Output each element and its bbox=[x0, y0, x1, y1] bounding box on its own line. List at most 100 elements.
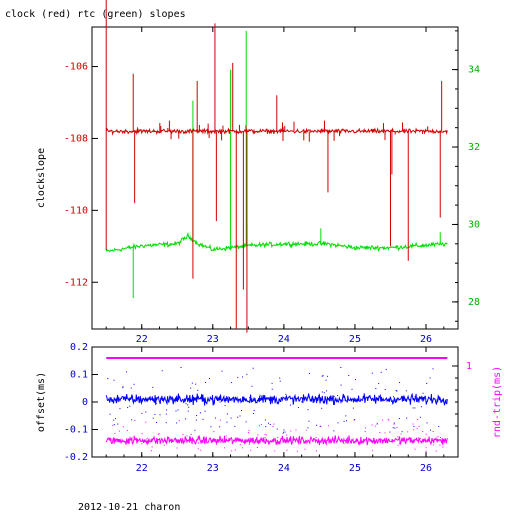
offset-outlier bbox=[190, 387, 192, 389]
roundtrip-outlier bbox=[343, 443, 345, 445]
roundtrip-outlier bbox=[282, 433, 284, 435]
offset-outlier bbox=[196, 415, 198, 417]
roundtrip-outlier bbox=[256, 446, 258, 448]
top-right-tick-label: 34 bbox=[468, 65, 480, 76]
offset-outlier bbox=[239, 415, 241, 417]
offset-outlier bbox=[152, 386, 154, 388]
roundtrip-outlier bbox=[432, 444, 434, 446]
offset-outlier bbox=[259, 394, 261, 396]
offset-outlier bbox=[420, 406, 422, 408]
offset-outlier bbox=[117, 423, 119, 425]
offset-outlier bbox=[237, 416, 239, 418]
offset-outlier bbox=[426, 422, 428, 424]
offset-outlier bbox=[314, 398, 316, 400]
roundtrip-outlier bbox=[286, 449, 288, 451]
offset-outlier bbox=[398, 418, 400, 420]
roundtrip-outlier bbox=[374, 442, 376, 444]
offset-outlier bbox=[279, 380, 281, 382]
offset-outlier bbox=[152, 417, 154, 419]
roundtrip-outlier bbox=[122, 426, 124, 428]
offset-outlier bbox=[154, 413, 156, 415]
roundtrip-outlier bbox=[242, 447, 244, 449]
offset-outlier bbox=[221, 370, 223, 372]
top-left-tick-label: -110 bbox=[64, 205, 88, 216]
roundtrip-outlier bbox=[146, 437, 148, 439]
roundtrip-outlier bbox=[400, 433, 402, 435]
roundtrip-outlier bbox=[420, 437, 422, 439]
bottom-left-tick-label: 0.2 bbox=[70, 342, 88, 353]
roundtrip-outlier bbox=[287, 441, 289, 443]
offset-outlier bbox=[113, 379, 115, 381]
offset-outlier bbox=[133, 383, 135, 385]
offset-outlier bbox=[127, 407, 129, 409]
roundtrip-outlier bbox=[414, 448, 416, 450]
roundtrip-outlier bbox=[260, 423, 262, 425]
offset-outlier bbox=[252, 412, 254, 414]
roundtrip-outlier bbox=[372, 438, 374, 440]
offset-outlier bbox=[406, 417, 408, 419]
roundtrip-outlier bbox=[274, 450, 276, 452]
offset-outlier bbox=[376, 423, 378, 425]
bottom-x-tick-label: 26 bbox=[420, 463, 432, 474]
offset-outlier bbox=[429, 377, 431, 379]
top-x-tick-label: 25 bbox=[349, 334, 361, 345]
top-left-tick-label: -112 bbox=[64, 277, 88, 288]
bottom-x-tick-label: 23 bbox=[207, 463, 219, 474]
offset-outlier bbox=[237, 377, 239, 379]
top-x-tick-label: 22 bbox=[136, 334, 148, 345]
footer-label: 2012-10-21 charon bbox=[78, 502, 180, 512]
offset-outlier bbox=[413, 425, 415, 427]
offset-outlier bbox=[204, 410, 206, 412]
roundtrip-outlier bbox=[290, 430, 292, 432]
roundtrip-outlier bbox=[200, 449, 202, 451]
roundtrip-outlier bbox=[393, 423, 395, 425]
offset-outlier bbox=[419, 416, 421, 418]
offset-outlier bbox=[340, 367, 342, 369]
roundtrip-outlier bbox=[316, 450, 318, 452]
offset-outlier bbox=[176, 422, 178, 424]
offset-outlier bbox=[430, 429, 432, 431]
offset-outlier bbox=[197, 389, 199, 391]
roundtrip-outlier bbox=[145, 421, 147, 423]
roundtrip-outlier bbox=[220, 441, 222, 443]
offset-outlier bbox=[186, 395, 188, 397]
roundtrip-outlier bbox=[387, 418, 389, 420]
roundtrip-outlier bbox=[364, 430, 366, 432]
offset-outlier bbox=[185, 403, 187, 405]
offset-outlier bbox=[323, 392, 325, 394]
offset-outlier bbox=[337, 422, 339, 424]
offset-outlier bbox=[316, 424, 318, 426]
offset-outlier bbox=[289, 404, 291, 406]
offset-outlier bbox=[194, 429, 196, 431]
top-right-tick-label: 30 bbox=[468, 219, 480, 230]
roundtrip-outlier bbox=[383, 439, 385, 441]
top-plot-frame bbox=[91, 26, 459, 330]
offset-outlier bbox=[191, 382, 193, 384]
roundtrip-outlier bbox=[186, 435, 188, 437]
roundtrip-outlier bbox=[410, 438, 412, 440]
roundtrip-outlier bbox=[264, 437, 266, 439]
offset-outlier bbox=[124, 399, 126, 401]
roundtrip-outlier bbox=[182, 433, 184, 435]
offset-outlier bbox=[392, 427, 394, 429]
offset-outlier bbox=[337, 395, 339, 397]
top-right-tick-label: 32 bbox=[468, 142, 480, 153]
offset-outlier bbox=[345, 420, 347, 422]
offset-outlier bbox=[385, 368, 387, 370]
roundtrip-outlier bbox=[265, 434, 267, 436]
offset-outlier bbox=[352, 407, 354, 409]
offset-outlier bbox=[325, 379, 327, 381]
offset-outlier bbox=[119, 408, 121, 410]
offset-outlier bbox=[224, 404, 226, 406]
roundtrip-outlier bbox=[418, 425, 420, 427]
top-left-tick-label: -106 bbox=[64, 62, 88, 73]
offset-outlier bbox=[414, 396, 416, 398]
offset-outlier bbox=[117, 399, 119, 401]
offset-outlier bbox=[396, 390, 398, 392]
offset-outlier bbox=[199, 412, 201, 414]
offset-outlier bbox=[242, 376, 244, 378]
roundtrip-outlier bbox=[384, 432, 386, 434]
offset-outlier bbox=[399, 381, 401, 383]
roundtrip-outlier bbox=[259, 441, 261, 443]
roundtrip-outlier bbox=[416, 428, 418, 430]
